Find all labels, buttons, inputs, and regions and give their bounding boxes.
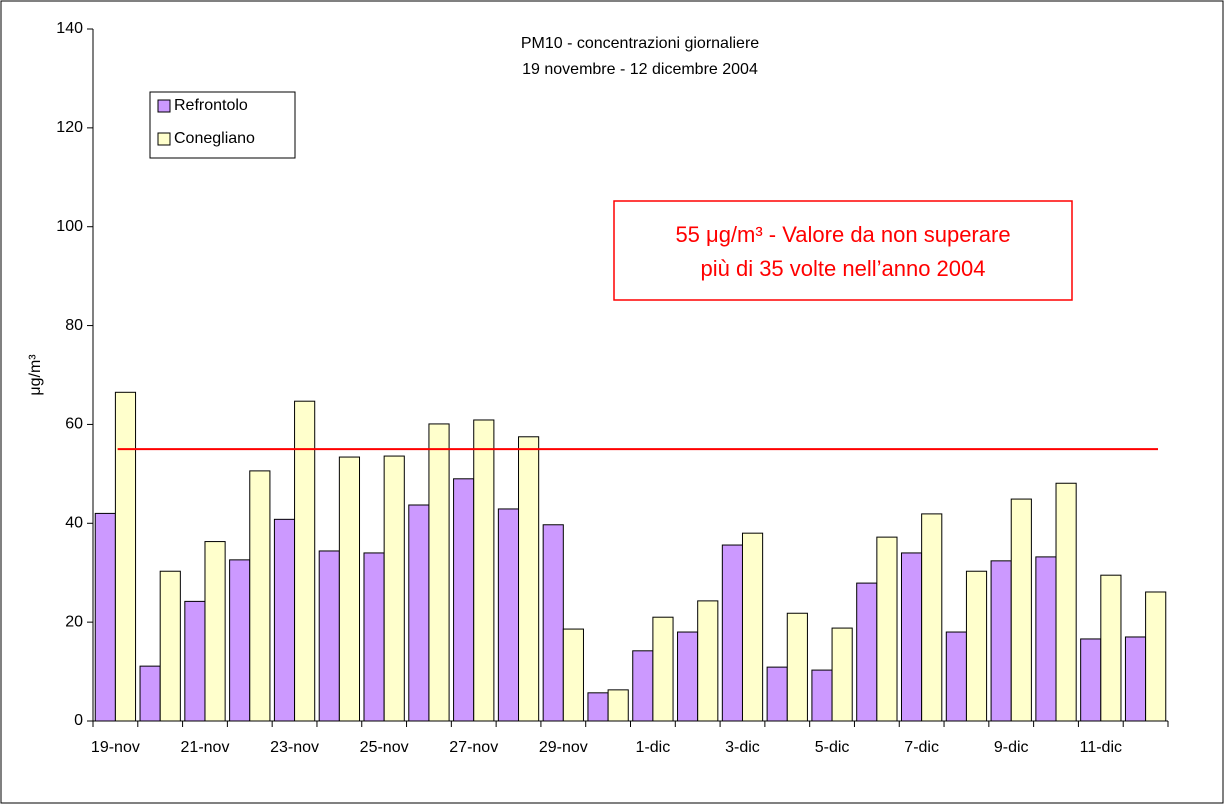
x-tick-label: 21-nov (181, 739, 230, 756)
y-tick-label: 0 (74, 712, 83, 729)
bar (273, 518, 296, 722)
legend-label: Refrontolo (174, 97, 248, 114)
x-tick-label: 5-dic (815, 739, 850, 756)
bar (542, 524, 564, 722)
bar (1145, 591, 1167, 722)
y-tick-label: 80 (65, 317, 83, 334)
bar (562, 628, 584, 722)
bar (990, 560, 1012, 722)
bar (607, 689, 629, 722)
bar (1010, 498, 1032, 722)
y-tick-label: 20 (65, 613, 83, 630)
bar (1124, 636, 1147, 722)
legend-box (149, 91, 296, 159)
bar (1035, 556, 1057, 722)
legend-swatch (157, 99, 171, 113)
bar (184, 600, 206, 722)
x-tick-label: 3-dic (725, 739, 760, 756)
y-tick-label: 100 (56, 218, 83, 235)
bar (721, 544, 743, 722)
x-tick-label: 27-nov (449, 739, 498, 756)
bar (652, 616, 674, 722)
bar (811, 669, 833, 722)
bar (587, 692, 609, 722)
x-tick-label: 1-dic (636, 739, 671, 756)
bar (741, 532, 764, 722)
bar (632, 650, 654, 722)
bar (428, 423, 450, 722)
bar (900, 552, 923, 722)
y-tick-label: 120 (56, 119, 83, 136)
bar (786, 612, 808, 722)
bar (114, 391, 137, 722)
bar (249, 470, 271, 722)
chart-subtitle: 19 novembre - 12 dicembre 2004 (522, 61, 758, 78)
bar (497, 508, 520, 722)
bar (94, 512, 116, 722)
bar (204, 541, 226, 722)
annotation-line: 55 μg/m³ - Valore da non superare (675, 222, 1010, 247)
chart-title: PM10 - concentrazioni giornaliere (521, 35, 759, 52)
x-tick-label: 25-nov (360, 739, 409, 756)
x-tick-label: 11-dic (1080, 739, 1122, 756)
bar (473, 419, 495, 722)
legend-label: Conegliano (174, 130, 255, 147)
y-tick-label: 40 (65, 515, 83, 532)
x-tick-label: 7-dic (904, 739, 939, 756)
bar (383, 455, 405, 722)
bar (229, 559, 251, 722)
bar (1080, 638, 1102, 722)
bar (697, 600, 719, 722)
x-tick-label: 9-dic (994, 739, 1029, 756)
y-tick-label: 140 (56, 20, 83, 37)
legend-swatch (157, 132, 171, 146)
y-tick-label: 60 (65, 416, 83, 433)
bar (363, 552, 385, 722)
bar (1100, 574, 1122, 722)
y-axis-label: μg/m³ (27, 354, 44, 396)
bar (945, 631, 967, 722)
x-tick-label: 29-nov (539, 739, 588, 756)
bar (318, 550, 340, 722)
bar (139, 665, 161, 722)
x-tick-label: 23-nov (270, 739, 319, 756)
annotation-line: più di 35 volte nell’anno 2004 (700, 256, 985, 281)
annotation-box (613, 200, 1073, 301)
bar (518, 436, 540, 722)
bar (408, 504, 430, 722)
bar (338, 456, 361, 722)
x-tick-label: 19-nov (91, 739, 140, 756)
bar (965, 570, 988, 722)
bar (831, 627, 853, 722)
bar (1055, 482, 1077, 722)
bar (856, 582, 878, 722)
bar (159, 570, 181, 722)
bar (921, 513, 943, 722)
bar (876, 536, 898, 722)
bar (677, 631, 699, 722)
bar (453, 478, 475, 722)
bar (766, 666, 788, 722)
bar (294, 400, 316, 722)
